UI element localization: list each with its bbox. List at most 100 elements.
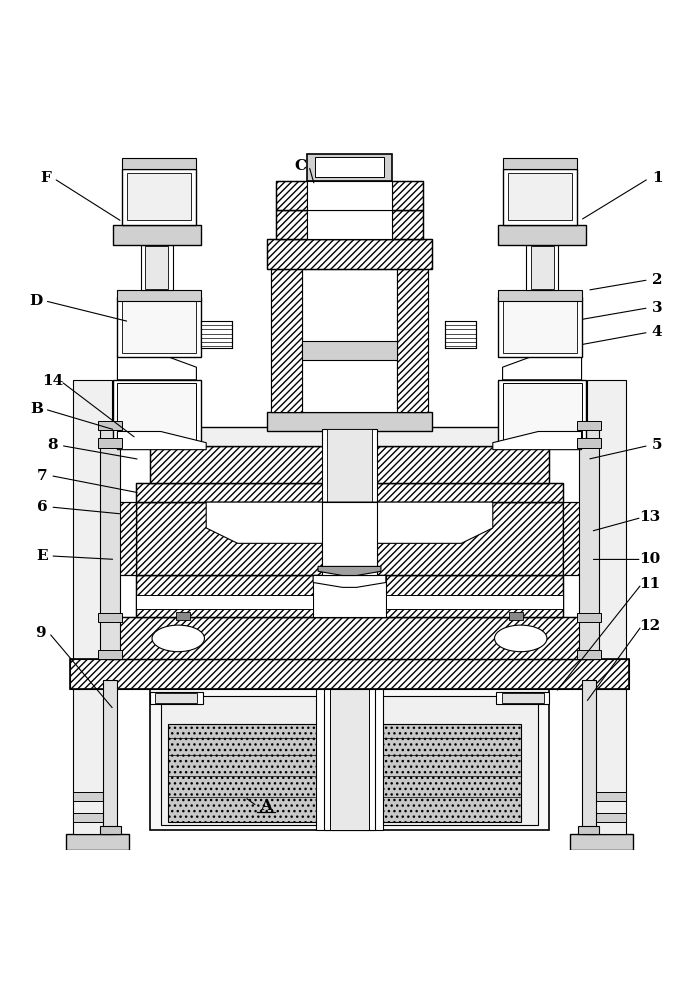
Bar [276,181,423,210]
Bar [122,158,196,169]
Text: 5: 5 [651,438,663,452]
Bar [150,427,549,446]
Bar [577,613,601,622]
Bar [122,169,196,225]
Bar [176,612,190,620]
Bar [70,659,629,689]
Bar [570,834,633,850]
Bar [316,680,383,830]
Bar [103,680,117,834]
Bar [445,321,476,348]
Bar [150,446,549,483]
Bar [503,383,582,443]
Bar [136,575,563,617]
Bar [66,834,129,850]
Bar [392,181,423,210]
Bar [155,693,197,703]
Bar [587,792,626,801]
Bar [70,659,629,689]
Text: F: F [40,171,51,185]
Bar [276,210,307,239]
Bar [98,438,122,448]
Text: 9: 9 [35,626,46,640]
Bar [117,297,201,357]
Bar [397,269,428,412]
Ellipse shape [152,625,205,652]
Bar [73,792,112,801]
Bar [578,826,599,834]
Bar [302,341,397,360]
Bar [302,269,397,412]
Bar [100,422,120,659]
Text: 8: 8 [47,438,58,452]
Bar [267,412,432,431]
Bar [498,225,586,245]
Text: 12: 12 [640,619,661,633]
Polygon shape [206,502,493,543]
Bar [73,380,112,834]
Bar [563,502,594,575]
Text: 7: 7 [36,469,48,483]
Bar [136,483,563,502]
Bar [136,575,563,617]
Text: 4: 4 [651,325,663,339]
Bar [330,680,369,830]
Bar [577,421,601,430]
Bar [276,181,307,210]
Bar [145,246,168,289]
Bar [271,269,302,412]
Bar [397,269,428,412]
Bar [498,297,582,357]
Bar [105,502,136,575]
Bar [98,613,122,622]
Bar [267,239,432,269]
Text: 11: 11 [640,577,661,591]
Bar [386,595,563,609]
Text: E: E [36,549,48,563]
Bar [526,245,558,290]
Text: 2: 2 [651,273,663,287]
Text: 14: 14 [42,374,63,388]
Bar [127,173,191,220]
Polygon shape [318,566,381,575]
Bar [577,438,601,448]
Text: D: D [30,294,43,308]
Text: 6: 6 [36,500,48,514]
Bar [313,575,386,617]
Text: 1: 1 [651,171,663,185]
Bar [117,290,201,301]
Bar [150,692,203,704]
Bar [509,612,523,620]
Bar [122,301,196,353]
Bar [579,422,599,659]
Polygon shape [493,431,582,450]
Bar [577,650,601,659]
Bar [201,321,232,348]
Bar [392,210,423,239]
Bar [353,724,521,822]
Bar [322,502,377,575]
Bar [498,290,582,301]
Bar [307,210,392,239]
Bar [503,158,577,169]
Bar [496,692,549,704]
Polygon shape [117,431,206,450]
Bar [108,617,591,659]
Bar [73,813,112,822]
Bar [327,429,372,575]
Bar [502,693,544,703]
Bar [587,380,626,834]
Bar [136,483,563,502]
Polygon shape [117,357,196,380]
Bar [100,826,121,834]
Bar [98,650,122,659]
Bar [150,683,549,830]
Bar [117,383,196,443]
Text: 3: 3 [651,301,663,315]
Bar [113,380,201,446]
Bar [307,154,392,181]
Bar [113,225,201,245]
Bar [276,210,423,239]
Text: 10: 10 [640,552,661,566]
Bar [508,173,572,220]
